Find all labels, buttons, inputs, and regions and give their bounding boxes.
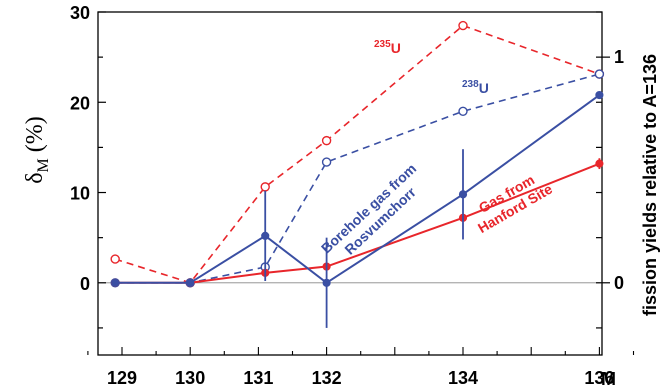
data-point — [458, 190, 468, 199]
series-line — [115, 94, 600, 285]
data-point — [595, 90, 604, 100]
data-point — [595, 159, 604, 168]
data-point — [110, 254, 120, 264]
data-point — [594, 69, 605, 79]
y2-axis-label: fission yields relative to A=136 — [640, 54, 660, 316]
series-3 — [111, 90, 604, 328]
plot-border — [97, 11, 603, 356]
x-tick-label: 134 — [448, 368, 478, 388]
data-point — [260, 182, 270, 192]
x-tick-label: 129 — [107, 368, 137, 388]
y-tick-label: 30 — [70, 3, 90, 23]
y-axis-left: 0 10 20 30 — [70, 3, 106, 329]
x-tick-label: 136 — [584, 368, 614, 388]
y2-tick-label: 1 — [614, 47, 624, 67]
y-axis-right: 01 — [596, 11, 624, 329]
y-axis-label: δM (%) — [22, 116, 52, 184]
y-tick-label: 20 — [70, 93, 90, 113]
series-layer — [110, 20, 605, 328]
data-point — [321, 157, 332, 167]
y2-tick-label: 0 — [614, 273, 624, 293]
data-point — [322, 278, 331, 287]
x-tick-label: 130 — [175, 368, 205, 388]
annotation-hanford: Gas from Hanford Site — [475, 171, 555, 236]
x-tick-label: 131 — [243, 368, 273, 388]
y-tick-label: 0 — [80, 274, 90, 294]
data-point — [458, 106, 468, 116]
x-axis: 129 130 131 132 134 136 — [87, 347, 635, 388]
data-point — [111, 278, 120, 287]
annotation-235u: 235U — [374, 39, 401, 56]
x-tick-label: 132 — [312, 368, 342, 388]
data-point — [186, 278, 195, 287]
x-axis-label: M — [601, 369, 616, 389]
data-point — [261, 231, 270, 240]
series-line — [114, 24, 600, 284]
data-point — [458, 20, 468, 31]
annotation-238u: 238U — [462, 79, 489, 96]
y-tick-label: 10 — [70, 184, 90, 204]
data-point — [321, 135, 332, 146]
